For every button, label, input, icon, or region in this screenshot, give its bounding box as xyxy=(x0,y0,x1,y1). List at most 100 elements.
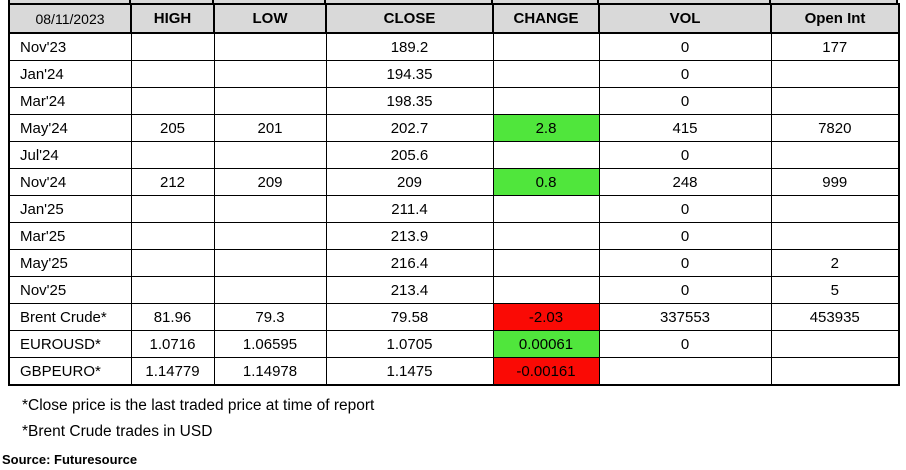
cell-high xyxy=(130,276,215,304)
cell-change xyxy=(492,32,600,61)
cell-close: 1.1475 xyxy=(325,357,494,386)
cell-high: 205 xyxy=(130,114,215,142)
cell-vol: 0 xyxy=(598,330,772,358)
cell-high xyxy=(130,32,215,61)
cell-high: 81.96 xyxy=(130,303,215,331)
cell-close: 202.7 xyxy=(325,114,494,142)
cell-change xyxy=(492,249,600,277)
cell-high: 1.14779 xyxy=(130,357,215,386)
cell-close: 213.9 xyxy=(325,222,494,250)
cell-label: Mar'24 xyxy=(8,87,132,115)
table-row: Jan'24 194.35 0 xyxy=(8,60,900,88)
cell-open-int: 453935 xyxy=(770,303,900,331)
table-row: May'25 216.4 0 2 xyxy=(8,249,900,277)
cell-vol: 0 xyxy=(598,222,772,250)
cell-high xyxy=(130,87,215,115)
cell-vol xyxy=(598,357,772,386)
price-table-sheet: 08/11/2023 HIGH LOW CLOSE CHANGE VOL Ope… xyxy=(8,0,900,445)
cell-low xyxy=(213,195,327,223)
cell-vol: 0 xyxy=(598,249,772,277)
cell-close: 189.2 xyxy=(325,32,494,61)
cutoff-row-remnant xyxy=(8,0,898,3)
cell-label: Jan'25 xyxy=(8,195,132,223)
cell-change: 2.8 xyxy=(492,114,600,142)
cell-change xyxy=(492,222,600,250)
table-row: Nov'24 212 209 209 0.8 248 999 xyxy=(8,168,900,196)
cell-open-int xyxy=(770,195,900,223)
col-header-change: CHANGE xyxy=(492,3,600,34)
cell-change: -2.03 xyxy=(492,303,600,331)
cell-change xyxy=(492,141,600,169)
cell-high xyxy=(130,60,215,88)
cell-close: 194.35 xyxy=(325,60,494,88)
cell-change: 0.8 xyxy=(492,168,600,196)
col-header-low: LOW xyxy=(213,3,327,34)
table-row: Nov'23 189.2 0 177 xyxy=(8,32,900,61)
cell-vol: 0 xyxy=(598,195,772,223)
source-line: Source: Futuresource xyxy=(2,452,138,467)
cell-close: 209 xyxy=(325,168,494,196)
cell-open-int xyxy=(770,87,900,115)
cell-vol: 0 xyxy=(598,276,772,304)
table-row: Mar'25 213.9 0 xyxy=(8,222,900,250)
table-row: Jan'25 211.4 0 xyxy=(8,195,900,223)
cell-open-int: 177 xyxy=(770,32,900,61)
cell-label: Nov'23 xyxy=(8,32,132,61)
cell-vol: 415 xyxy=(598,114,772,142)
cell-label: Jul'24 xyxy=(8,141,132,169)
cell-vol: 0 xyxy=(598,32,772,61)
cell-open-int xyxy=(770,222,900,250)
cell-label: Mar'25 xyxy=(8,222,132,250)
cell-open-int: 2 xyxy=(770,249,900,277)
cell-open-int xyxy=(770,141,900,169)
cell-low xyxy=(213,222,327,250)
cell-label: GBPEURO* xyxy=(8,357,132,386)
col-header-vol: VOL xyxy=(598,3,772,34)
cell-label: Nov'25 xyxy=(8,276,132,304)
cell-low xyxy=(213,141,327,169)
cell-low: 1.06595 xyxy=(213,330,327,358)
col-header-open-int: Open Int xyxy=(770,3,900,34)
cell-change xyxy=(492,87,600,115)
cell-label: Nov'24 xyxy=(8,168,132,196)
footnote-brent-usd: *Brent Crude trades in USD xyxy=(22,423,213,440)
futures-price-table: 08/11/2023 HIGH LOW CLOSE CHANGE VOL Ope… xyxy=(8,3,900,386)
cell-low xyxy=(213,249,327,277)
cell-close: 213.4 xyxy=(325,276,494,304)
cell-low: 1.14978 xyxy=(213,357,327,386)
cell-low xyxy=(213,276,327,304)
cell-change: -0.00161 xyxy=(492,357,600,386)
cell-high xyxy=(130,195,215,223)
cell-high xyxy=(130,249,215,277)
cell-open-int xyxy=(770,357,900,386)
cell-label: EUROUSD* xyxy=(8,330,132,358)
cell-high xyxy=(130,222,215,250)
table-row: GBPEURO* 1.14779 1.14978 1.1475 -0.00161 xyxy=(8,357,900,386)
cell-low xyxy=(213,60,327,88)
cell-high xyxy=(130,141,215,169)
cell-label: Jan'24 xyxy=(8,60,132,88)
cell-vol: 248 xyxy=(598,168,772,196)
cell-vol: 0 xyxy=(598,60,772,88)
cell-vol: 0 xyxy=(598,141,772,169)
cell-label: May'25 xyxy=(8,249,132,277)
cell-close: 205.6 xyxy=(325,141,494,169)
cell-close: 79.58 xyxy=(325,303,494,331)
cell-high: 1.0716 xyxy=(130,330,215,358)
cell-open-int xyxy=(770,330,900,358)
footnotes: *Close price is the last traded price at… xyxy=(22,393,898,445)
table-row: May'24 205 201 202.7 2.8 415 7820 xyxy=(8,114,900,142)
cell-change xyxy=(492,60,600,88)
cell-vol: 0 xyxy=(598,87,772,115)
cell-close: 1.0705 xyxy=(325,330,494,358)
cell-change xyxy=(492,276,600,304)
cell-vol: 337553 xyxy=(598,303,772,331)
col-header-high: HIGH xyxy=(130,3,215,34)
col-header-date: 08/11/2023 xyxy=(8,3,132,34)
table-row: Nov'25 213.4 0 5 xyxy=(8,276,900,304)
col-header-close: CLOSE xyxy=(325,3,494,34)
cell-open-int: 5 xyxy=(770,276,900,304)
cell-close: 198.35 xyxy=(325,87,494,115)
cell-open-int: 7820 xyxy=(770,114,900,142)
table-row: Jul'24 205.6 0 xyxy=(8,141,900,169)
